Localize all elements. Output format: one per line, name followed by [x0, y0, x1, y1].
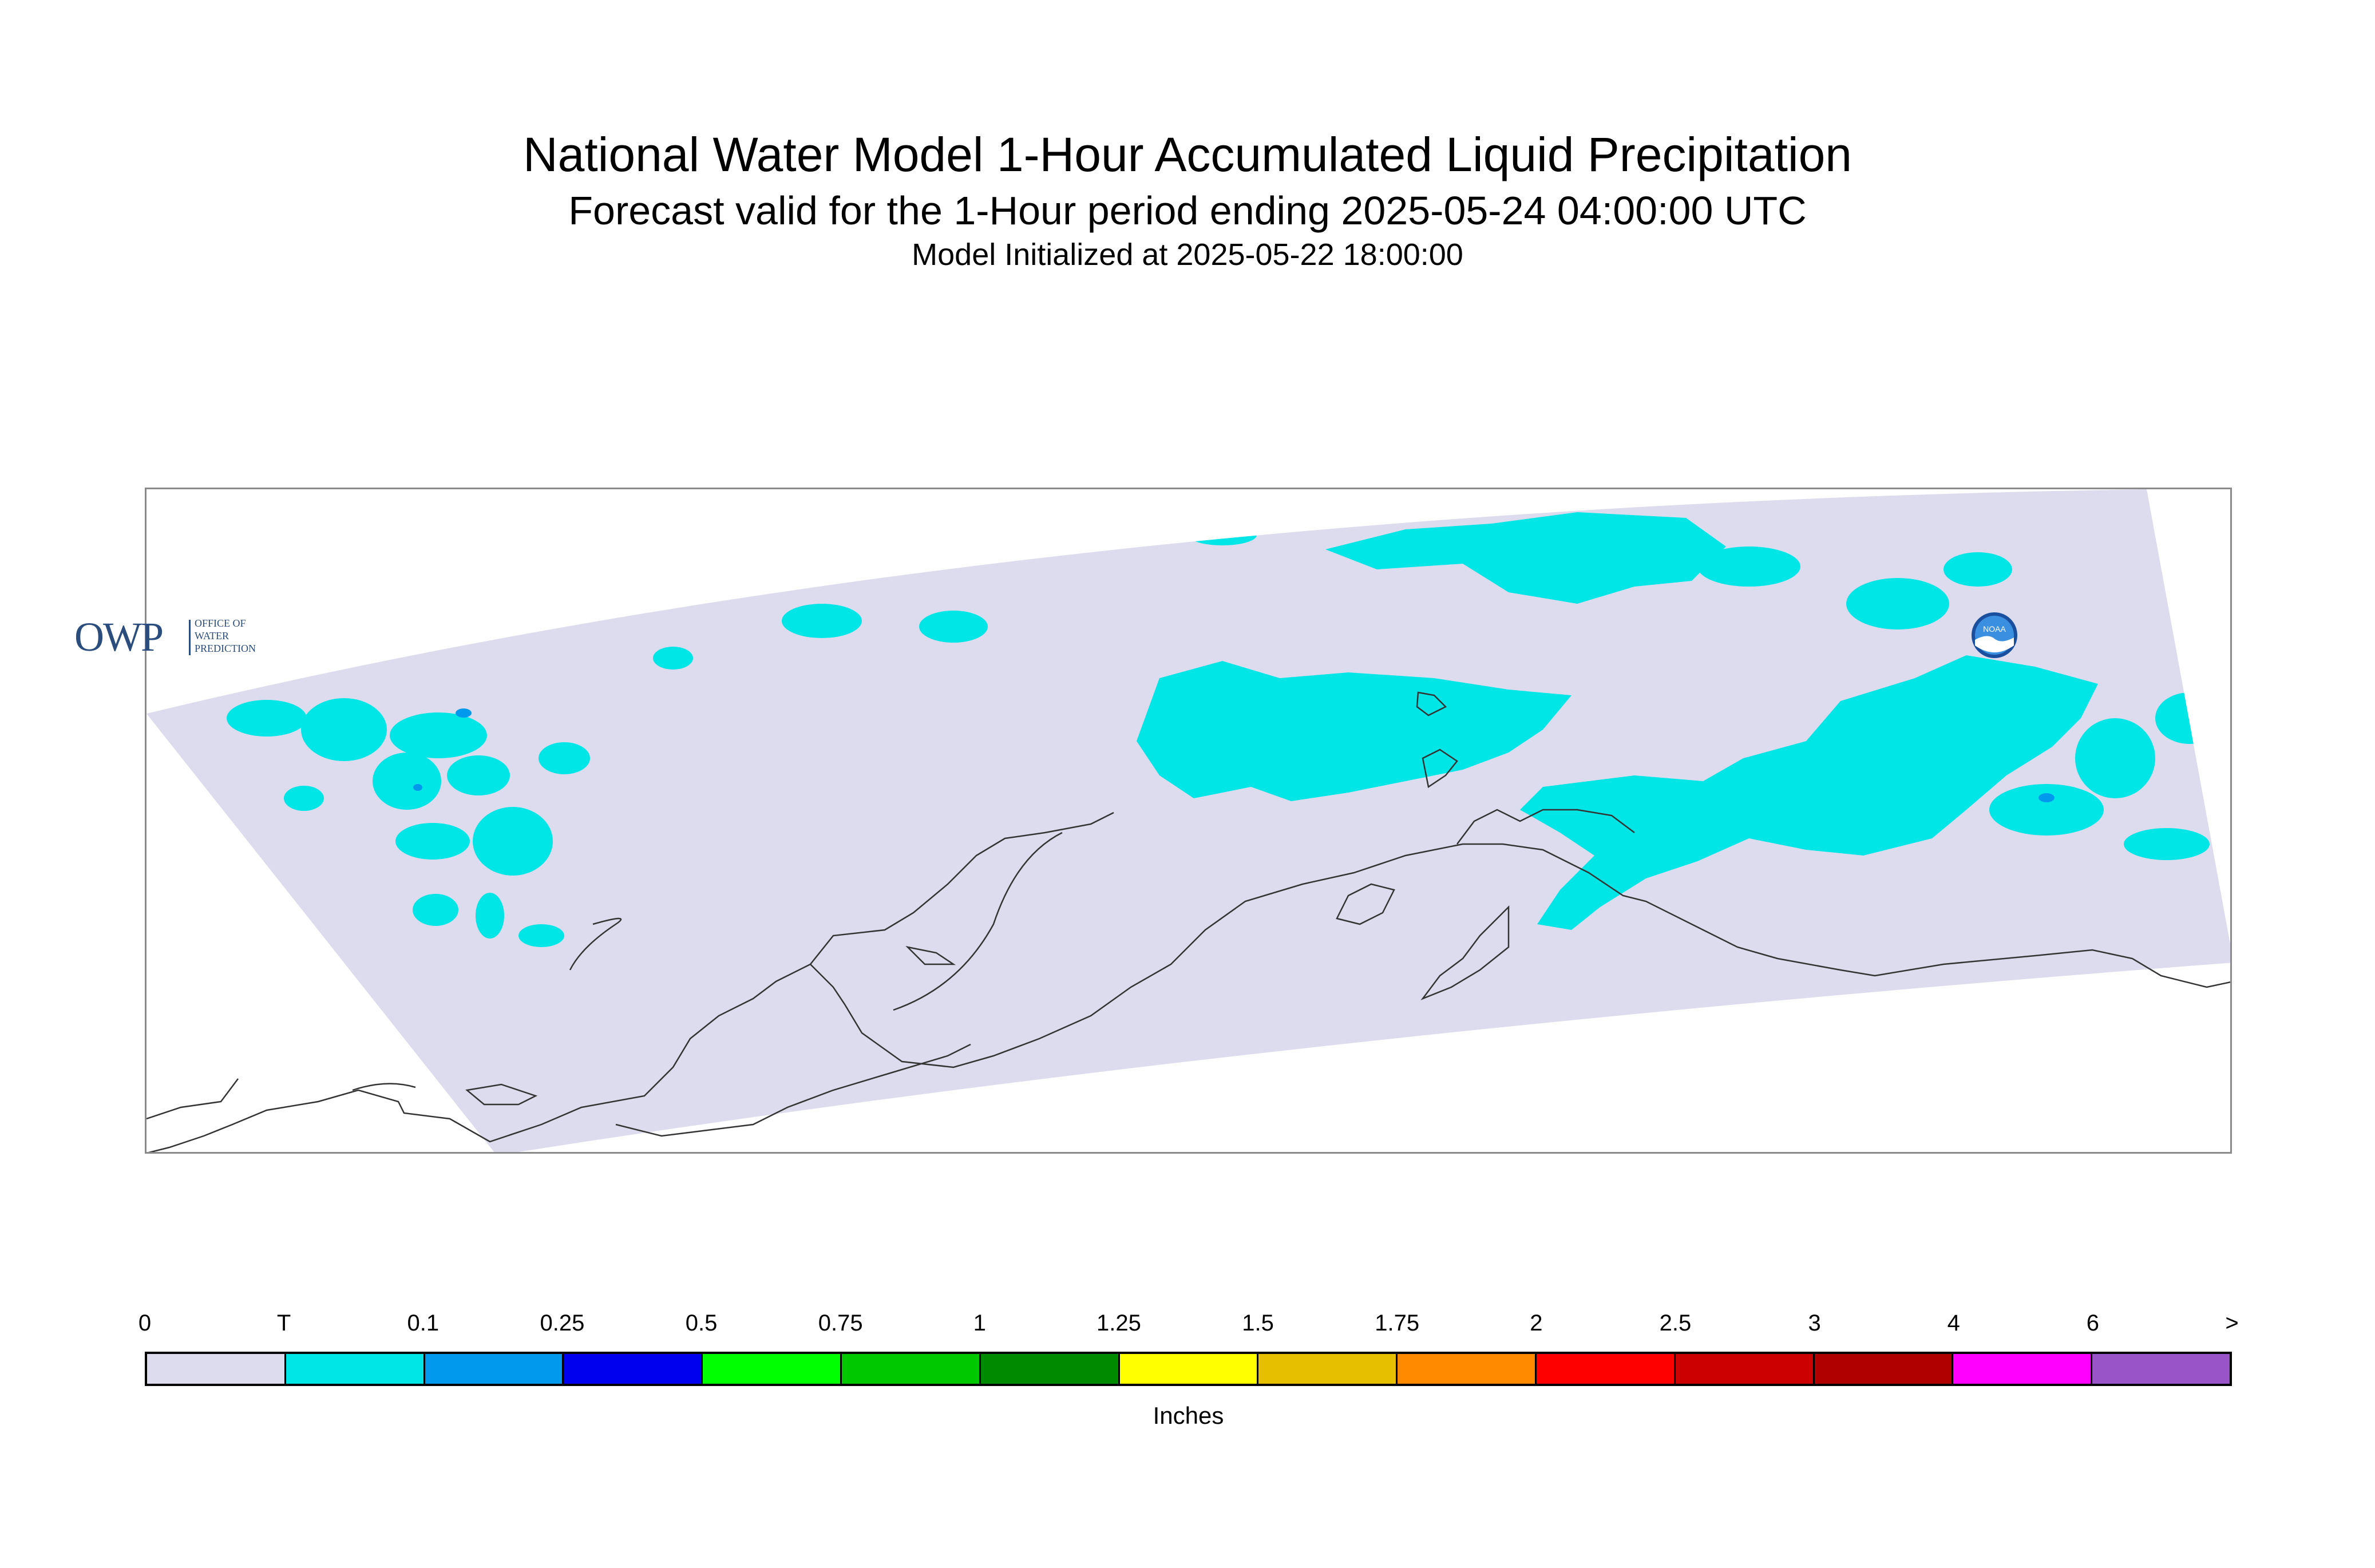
coast-norton	[569, 917, 622, 971]
legend-swatch	[1119, 1354, 1259, 1384]
legend-swatch	[1398, 1354, 1537, 1384]
precip-area	[1137, 661, 1572, 801]
owp-logo-line2: WATER	[195, 630, 229, 642]
legend-swatch	[1536, 1354, 1676, 1384]
lake-becharof	[1416, 691, 1447, 716]
noaa-logo: NOAA	[1972, 612, 2017, 658]
precip-area	[1697, 547, 1800, 587]
precip-spot	[413, 784, 422, 791]
island-kodiak	[1336, 883, 1395, 925]
precip-area	[1943, 552, 2012, 587]
map-canvas	[147, 489, 2230, 1152]
legend-tick-label: 2	[1530, 1310, 1543, 1336]
coast-south	[810, 843, 2230, 1068]
color-legend: 0 T 0.1 0.25 0.5 0.75 1 1.25 1.5 1.75 2 2.5 3 4 6 > Inc…	[138, 1310, 2239, 1442]
coast-mainland	[148, 811, 1114, 1152]
lake-iliamna	[905, 945, 956, 965]
legend-tick-label: 1.5	[1242, 1310, 1274, 1336]
precip-area	[2124, 828, 2210, 860]
river-yukon	[1422, 749, 1458, 789]
owp-logo-mark: OWP	[74, 614, 164, 660]
island-nunivak	[465, 1083, 538, 1106]
noaa-logo-text: NOAA	[1983, 624, 2006, 633]
legend-swatch	[286, 1354, 425, 1384]
precip-area	[447, 755, 510, 795]
precipitation-map	[145, 488, 2232, 1154]
precip-spot	[456, 708, 472, 718]
precip-area	[782, 604, 862, 638]
precip-spot	[2038, 793, 2055, 802]
coast-arc	[893, 831, 1063, 1011]
owp-logo-divider	[189, 620, 191, 655]
precip-area	[1188, 525, 1257, 545]
legend-swatch	[1953, 1354, 2093, 1384]
legend-swatch	[564, 1354, 703, 1384]
island-stlawrence	[352, 1083, 416, 1091]
precip-area	[1325, 512, 1726, 604]
precip-area	[539, 742, 590, 774]
legend-tick-label: 0.1	[407, 1310, 440, 1336]
owp-logo-line1: OFFICE OF	[195, 617, 246, 629]
precip-area	[518, 924, 564, 947]
forecast-valid-subtitle: Forecast valid for the 1-Hour period end…	[568, 188, 1807, 233]
legend-swatch	[147, 1354, 286, 1384]
owp-logo-line3: PREDICTION	[195, 643, 256, 654]
legend-tick-label: 1	[973, 1310, 986, 1336]
precip-area	[2075, 718, 2155, 798]
legend-swatch	[980, 1354, 1120, 1384]
coastline	[147, 691, 2230, 1152]
coast-bay	[1456, 809, 1635, 845]
noaa-logo-gull	[1975, 636, 2014, 652]
island-west	[147, 1078, 239, 1120]
precip-area	[919, 611, 988, 643]
legend-tick-label: 1.25	[1096, 1310, 1141, 1336]
legend-tick-label: 4	[1947, 1310, 1960, 1336]
legend-tick-label: T	[276, 1310, 291, 1336]
legend-tick-label: 1.75	[1375, 1310, 1420, 1336]
legend-tick-label: 6	[2086, 1310, 2099, 1336]
legend-swatch	[425, 1354, 564, 1384]
precip-area	[301, 698, 387, 761]
legend-swatch	[1258, 1354, 1398, 1384]
precip-area	[1114, 502, 1217, 528]
trace-precip-areas	[227, 502, 2224, 947]
legend-swatch	[1814, 1354, 1954, 1384]
legend-tick-label: >	[2225, 1310, 2239, 1336]
legend-tick-label: 0.5	[685, 1310, 718, 1336]
legend-swatch	[703, 1354, 842, 1384]
legend-units: Inches	[1153, 1402, 1224, 1429]
precip-area	[413, 894, 458, 926]
light-precip-spots	[413, 708, 2055, 802]
legend-tick-label: 0.75	[818, 1310, 863, 1336]
precip-area	[227, 700, 307, 737]
precip-area	[1520, 655, 2098, 930]
island-chain	[1420, 905, 1510, 1000]
legend-tick-label: 0	[138, 1310, 152, 1336]
precip-area	[390, 712, 487, 758]
legend-swatch	[2092, 1354, 2230, 1384]
legend-tick-label: 2.5	[1659, 1310, 1692, 1336]
legend-swatch	[841, 1354, 981, 1384]
legend-tick-label: 0.25	[540, 1310, 585, 1336]
legend-colorbar	[145, 1352, 2232, 1386]
precip-area	[2155, 692, 2224, 744]
model-init-line: Model Initialized at 2025-05-22 18:00:00	[912, 237, 1463, 272]
precip-area	[653, 647, 693, 670]
precip-area	[476, 893, 504, 939]
precip-area	[284, 786, 324, 811]
owp-logo: OWP OFFICE OF WATER PREDICTION	[74, 614, 292, 660]
coast-peninsula	[615, 1043, 971, 1137]
legend-swatch	[1675, 1354, 1815, 1384]
precip-area	[1846, 578, 1949, 629]
precip-area	[1989, 784, 2104, 836]
precip-area	[395, 823, 470, 860]
map-title: National Water Model 1-Hour Accumulated …	[522, 128, 1852, 181]
precip-area	[473, 807, 553, 876]
precip-area	[373, 753, 441, 810]
legend-tick-label: 3	[1808, 1310, 1821, 1336]
